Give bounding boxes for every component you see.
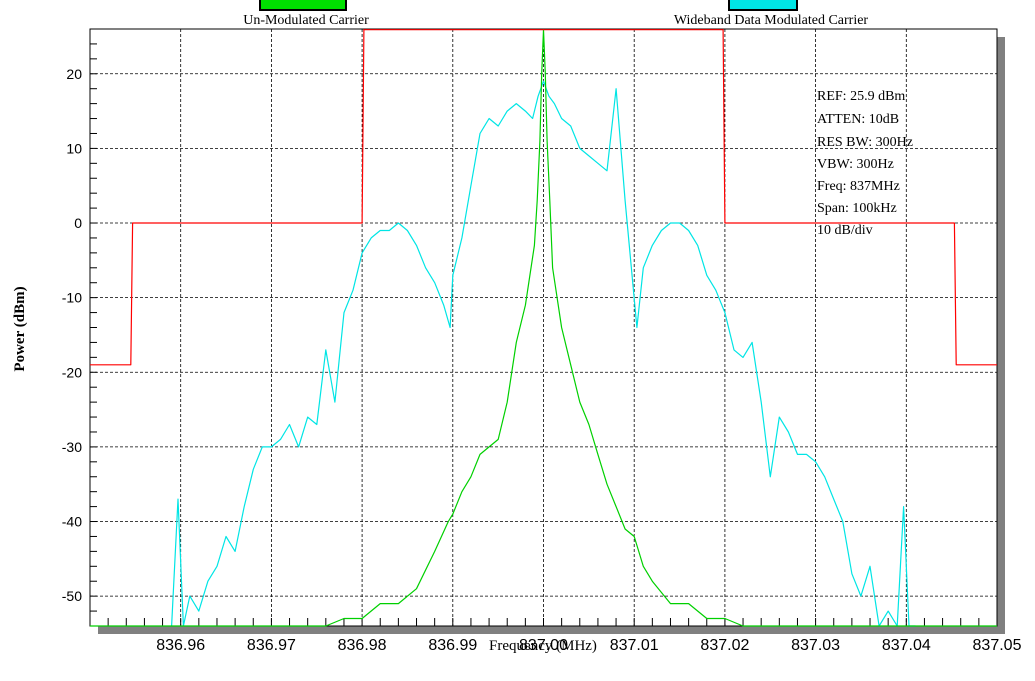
minor-ticks bbox=[90, 43, 998, 626]
x-tick-label: 836.98 bbox=[338, 637, 387, 654]
annotation-scale: 10 dB/div bbox=[817, 223, 873, 238]
x-tick-labels: 836.96 836.97 836.98 836.99 837.00 837.01 837.… bbox=[156, 637, 1021, 654]
x-tick-label: 837.01 bbox=[610, 637, 659, 654]
grid bbox=[90, 29, 997, 626]
x-tick-label: 837.04 bbox=[882, 637, 931, 654]
x-tick-label: 836.97 bbox=[247, 637, 296, 654]
y-tick-label: 10 bbox=[66, 140, 82, 156]
y-tick-label: -40 bbox=[62, 514, 82, 530]
x-tick-label: 837.02 bbox=[700, 637, 749, 654]
annotation-vbw: VBW: 300Hz bbox=[817, 157, 894, 172]
y-tick-label: -30 bbox=[62, 439, 82, 455]
y-tick-label: 0 bbox=[74, 215, 82, 231]
x-tick-label: 836.99 bbox=[428, 637, 477, 654]
settings-annotation: REF: 25.9 dBm ATTEN: 10dB RES BW: 300Hz … bbox=[817, 89, 913, 238]
legend-swatch-wideband bbox=[728, 0, 798, 11]
y-tick-labels: 20 10 0 -10 -20 -30 -40 -50 bbox=[62, 66, 82, 604]
x-tick-label: 837.05 bbox=[973, 637, 1022, 654]
annotation-ref: REF: 25.9 dBm bbox=[817, 89, 905, 104]
y-tick-label: 20 bbox=[66, 66, 82, 82]
x-tick-label: 837.03 bbox=[791, 637, 840, 654]
annotation-span: Span: 100kHz bbox=[817, 201, 897, 216]
y-tick-label: -10 bbox=[62, 290, 82, 306]
series-line-1 bbox=[90, 29, 997, 627]
x-axis-label: Frequency (MHz) bbox=[489, 638, 597, 654]
y-axis-label: Power (dBm) bbox=[12, 286, 28, 371]
legend-swatch-unmodulated bbox=[259, 0, 347, 11]
series-line-2 bbox=[90, 29, 997, 366]
annotation-atten: ATTEN: 10dB bbox=[817, 112, 899, 127]
x-tick-label: 836.96 bbox=[156, 637, 205, 654]
annotation-res-bw: RES BW: 300Hz bbox=[817, 135, 913, 150]
legend-label-wideband: Wideband Data Modulated Carrier bbox=[674, 13, 869, 28]
legend-label-unmodulated: Un-Modulated Carrier bbox=[243, 13, 369, 28]
annotation-freq: Freq: 837MHz bbox=[817, 179, 900, 194]
y-tick-label: -20 bbox=[62, 364, 82, 380]
y-tick-label: -50 bbox=[62, 588, 82, 604]
x-tick-label: 837.00 bbox=[519, 637, 568, 654]
series-layer bbox=[90, 29, 997, 627]
